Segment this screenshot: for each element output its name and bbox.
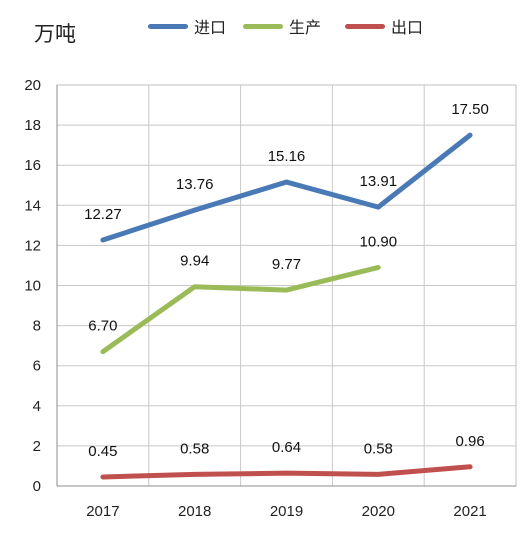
data-label: 13.76 (176, 176, 214, 193)
data-label: 9.94 (180, 253, 209, 270)
series-line-1 (100, 264, 381, 355)
x-tick-label: 2019 (270, 503, 303, 520)
legend-label-production: 生产 (289, 18, 322, 37)
y-tick-label: 6 (33, 358, 41, 375)
data-label: 0.64 (272, 439, 301, 456)
y-tick-label: 16 (24, 157, 41, 174)
y-tick-label: 10 (24, 278, 41, 295)
data-label: 0.96 (455, 433, 484, 450)
y-tick-label: 18 (24, 117, 41, 134)
legend-item-import: 进口 (148, 14, 226, 38)
y-tick-label: 4 (33, 398, 41, 415)
data-label: 6.70 (88, 318, 117, 335)
data-label: 13.91 (360, 173, 398, 190)
legend-item-export: 出口 (345, 14, 423, 38)
legend-label-export: 出口 (391, 18, 424, 37)
x-tick-label: 2021 (453, 503, 486, 520)
data-label: 0.58 (180, 440, 209, 457)
y-tick-label: 20 (24, 77, 41, 94)
legend-swatch-export (345, 23, 385, 29)
y-tick-label: 14 (24, 197, 41, 214)
y-tick-label: 0 (33, 478, 41, 495)
x-tick-label: 2018 (178, 503, 211, 520)
data-label: 10.90 (360, 233, 398, 250)
legend-swatch-import (148, 23, 188, 29)
data-label: 17.50 (451, 101, 489, 118)
x-tick-label: 2020 (362, 503, 395, 520)
data-label: 0.58 (364, 440, 393, 457)
y-axis-unit-label: 万吨 (34, 22, 76, 46)
chart-legend: 进口 生产 出口 (0, 14, 528, 38)
series-line-2 (100, 464, 473, 480)
legend-swatch-production (243, 23, 283, 29)
data-label: 15.16 (268, 148, 306, 165)
y-tick-label: 2 (33, 438, 41, 455)
legend-label-import: 进口 (194, 18, 227, 37)
data-label: 12.27 (84, 206, 122, 223)
y-tick-label: 8 (33, 318, 41, 335)
x-tick-label: 2017 (86, 503, 119, 520)
legend-item-production: 生产 (243, 14, 321, 38)
data-label: 9.77 (272, 256, 301, 273)
y-tick-label: 12 (24, 237, 41, 254)
data-label: 0.45 (88, 443, 117, 460)
series-line-0 (100, 132, 473, 243)
